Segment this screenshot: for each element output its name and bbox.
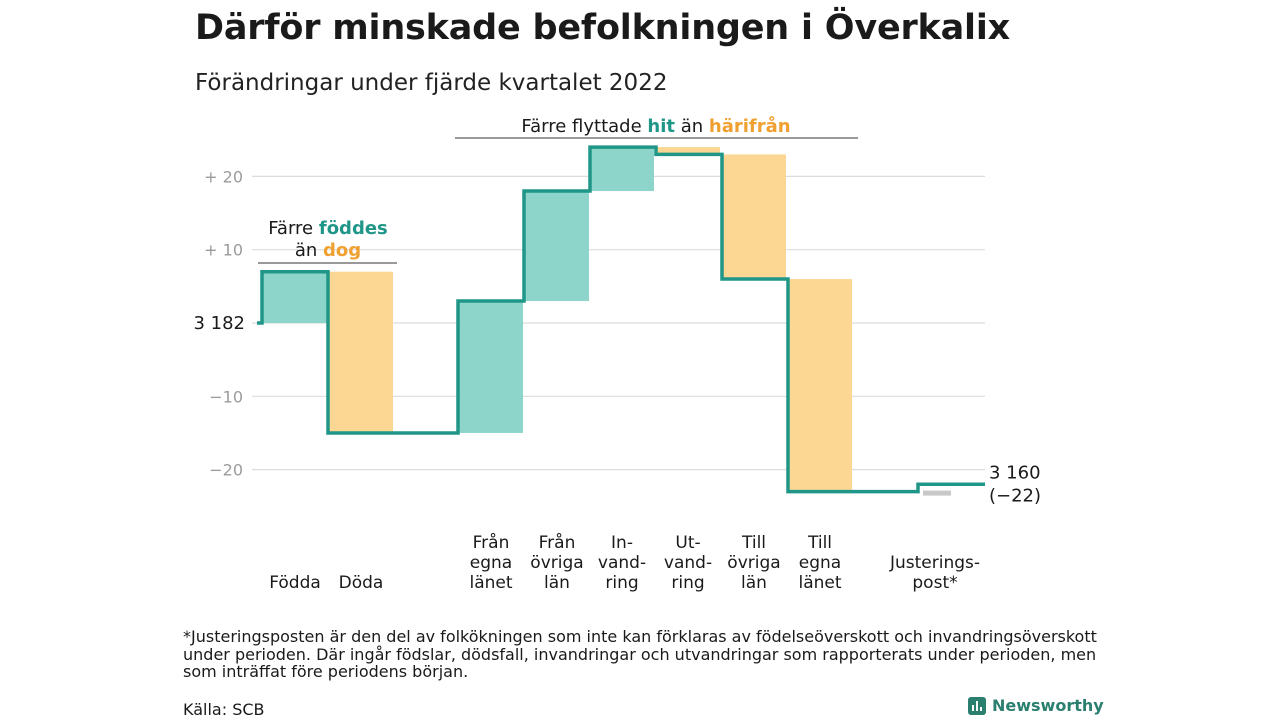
bar-chart-icon — [968, 696, 986, 715]
bar-increase — [459, 301, 523, 433]
y-tick-label: + 20 — [204, 167, 243, 186]
x-tick-label: Justerings- — [889, 553, 980, 573]
x-tick-label: egna — [799, 553, 841, 573]
x-tick-label: Från — [473, 532, 510, 553]
x-tick-label: egna — [470, 553, 512, 573]
x-tick-label: post* — [912, 573, 957, 593]
y-tick-label: −20 — [209, 461, 243, 480]
x-tick-label: Ut- — [675, 533, 700, 553]
y-tick-label: + 10 — [204, 241, 243, 260]
x-tick-label: ring — [671, 573, 704, 593]
annotation-births-line2: än dog — [295, 240, 361, 261]
bar-increase — [590, 147, 654, 192]
population-step-line — [257, 145, 985, 494]
start-value-label: 3 182 — [193, 313, 245, 334]
bar-increase — [525, 191, 589, 302]
chart-subtitle: Förändringar under fjärde kvartalet 2022 — [195, 70, 668, 96]
bar-decrease — [329, 271, 393, 433]
x-tick-label: In- — [611, 533, 633, 553]
x-tick-label: län — [741, 573, 767, 593]
x-tick-label: Till — [741, 533, 766, 553]
x-tick-label: ring — [605, 573, 638, 593]
brand-logo: Newsworthy — [968, 696, 1104, 715]
x-tick-label: vand- — [664, 553, 712, 573]
x-tick-label: Födda — [269, 573, 321, 593]
x-tick-label: övriga — [727, 553, 780, 573]
bar-decrease — [656, 147, 720, 155]
end-change-label: (−22) — [989, 485, 1041, 506]
annotation-migration: Färre flyttade hit än härifrån — [521, 115, 790, 137]
x-tick-label: Döda — [339, 573, 384, 593]
x-tick-label: Till — [807, 533, 832, 553]
x-tick-label: länet — [469, 573, 512, 593]
bar-adjustment — [923, 490, 951, 496]
bar-increase — [263, 271, 327, 323]
bar-decrease — [722, 154, 786, 280]
brand-name: Newsworthy — [992, 696, 1104, 715]
end-value-label: 3 160 — [989, 462, 1041, 483]
footnote: *Justeringsposten är den del av folkökni… — [183, 627, 1097, 681]
chart-title: Därför minskade befolkningen i Överkalix — [195, 8, 1011, 48]
x-tick-label: Från — [539, 532, 576, 553]
y-tick-label: −10 — [209, 387, 243, 406]
source-note: Källa: SCB — [183, 700, 265, 719]
x-tick-label: övriga — [530, 553, 583, 573]
x-tick-label: vand- — [598, 553, 646, 573]
waterfall-chart: + 20 + 10 −10 −20 3 182 3 160(−22) Födda Döda Fr… — [193, 115, 1041, 593]
x-tick-label: länet — [798, 573, 841, 593]
bar-decrease — [788, 279, 852, 492]
x-tick-label: län — [544, 573, 570, 593]
annotation-births-line1: Färre föddes — [268, 218, 388, 239]
